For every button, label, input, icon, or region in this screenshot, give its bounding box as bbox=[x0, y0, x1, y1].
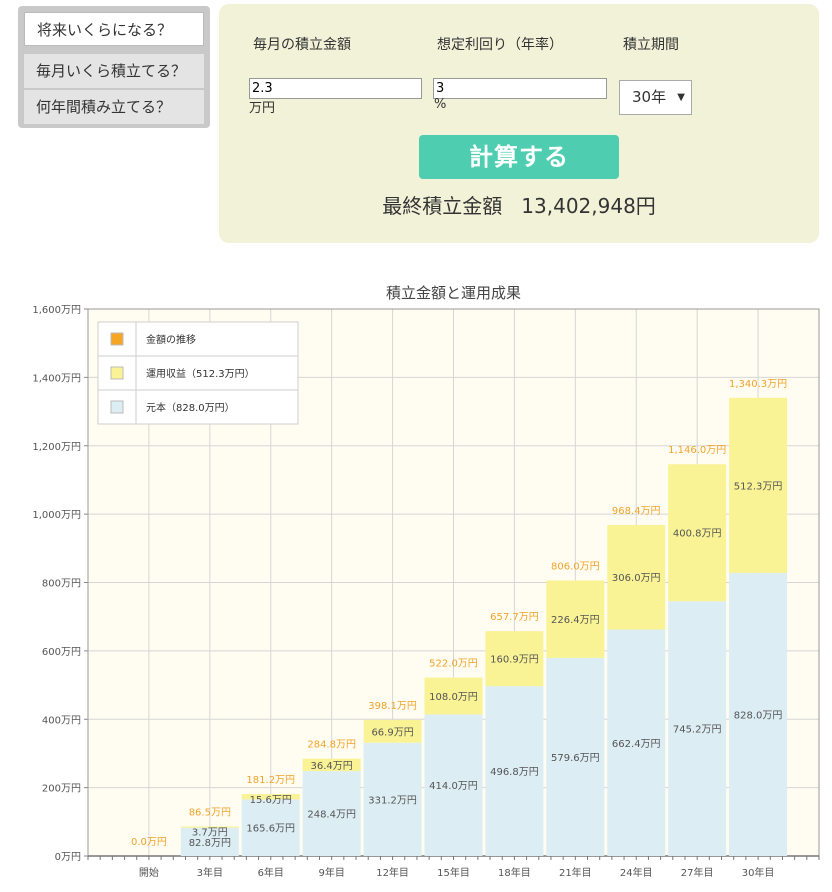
gain-bar bbox=[180, 826, 239, 828]
y-tick-label: 800万円 bbox=[42, 579, 81, 590]
total-data-label: 0.0万円 bbox=[131, 837, 167, 848]
gain-bar bbox=[424, 677, 483, 715]
gain-bar bbox=[668, 464, 727, 602]
gain-data-label: 36.4万円 bbox=[311, 761, 353, 772]
x-tick-label: 30年目 bbox=[742, 866, 775, 879]
y-tick-label: 1,400万円 bbox=[32, 373, 81, 384]
principal-bar bbox=[729, 572, 788, 856]
gain-data-label: 108.0万円 bbox=[429, 692, 478, 703]
principal-bar bbox=[363, 742, 422, 856]
gain-data-label: 3.7万円 bbox=[192, 827, 228, 838]
legend-swatch-principal bbox=[110, 400, 124, 414]
principal-bar bbox=[668, 601, 727, 856]
principal-data-label: 579.6万円 bbox=[551, 753, 600, 764]
rate-label: 想定利回り（年率） bbox=[437, 37, 563, 53]
principal-data-label: 662.4万円 bbox=[612, 739, 661, 750]
principal-data-label: 414.0万円 bbox=[429, 781, 478, 792]
final-amount: 最終積立金額 13,402,948円 bbox=[219, 190, 819, 219]
gain-bar bbox=[302, 758, 361, 772]
mode-tabs: 将来いくらになる？ 毎月いくら積立てる？ 何年間積み立てる？ bbox=[18, 6, 210, 128]
legend-swatch-trend bbox=[110, 332, 124, 346]
legend-label: 金額の推移 bbox=[146, 333, 196, 346]
legend-box bbox=[97, 321, 299, 425]
total-data-label: 522.0万円 bbox=[429, 659, 478, 670]
y-tick-label: 1,200万円 bbox=[32, 442, 81, 453]
total-data-label: 181.2万円 bbox=[246, 775, 295, 786]
gain-data-label: 306.0万円 bbox=[612, 573, 661, 584]
principal-data-label: 248.4万円 bbox=[307, 810, 356, 821]
gain-data-label: 512.3万円 bbox=[734, 481, 783, 492]
principal-data-label: 165.6万円 bbox=[246, 824, 295, 835]
y-tick-label: 400万円 bbox=[42, 715, 81, 726]
monthly-amount-input[interactable] bbox=[249, 78, 422, 99]
y-tick-label: 600万円 bbox=[42, 647, 81, 658]
period-label: 積立期間 bbox=[623, 37, 679, 53]
tab-years[interactable]: 何年間積み立てる？ bbox=[24, 90, 204, 124]
gain-bar bbox=[485, 631, 544, 687]
y-tick-label: 200万円 bbox=[42, 784, 81, 795]
legend-label: 運用収益（512.3万円） bbox=[146, 367, 255, 380]
gain-data-label: 15.6万円 bbox=[250, 795, 292, 806]
x-tick-label: 3年目 bbox=[197, 866, 223, 879]
x-tick-label: 6年目 bbox=[258, 866, 284, 879]
gain-data-label: 160.9万円 bbox=[490, 655, 539, 666]
total-data-label: 806.0万円 bbox=[551, 561, 600, 572]
gain-bar bbox=[729, 397, 788, 573]
x-tick-label: 18年目 bbox=[498, 866, 531, 879]
principal-bar bbox=[241, 799, 300, 856]
period-select-value: 30年 bbox=[632, 88, 667, 106]
monthly-unit: 万円 bbox=[249, 101, 276, 116]
calculate-button[interactable]: 計算する bbox=[419, 135, 619, 179]
principal-bar bbox=[424, 714, 483, 856]
principal-bar bbox=[302, 771, 361, 856]
gain-bar bbox=[546, 580, 605, 658]
x-tick-label: 9年目 bbox=[318, 866, 344, 879]
rate-unit: % bbox=[434, 97, 447, 112]
principal-bar bbox=[607, 629, 666, 856]
legend-swatch-gain bbox=[110, 366, 124, 380]
x-tick-label: 21年目 bbox=[559, 866, 592, 879]
y-tick-label: 0万円 bbox=[55, 852, 81, 863]
tab-monthly-amount[interactable]: 毎月いくら積立てる？ bbox=[24, 54, 204, 88]
monthly-amount-label: 毎月の積立金額 bbox=[253, 37, 351, 53]
savings-chart: 積立金額と運用成果 0万円 200万円 400万円 600万円 800万円 1,000万円 1… bbox=[32, 284, 820, 879]
rate-input[interactable] bbox=[433, 78, 607, 99]
gain-bar bbox=[607, 524, 666, 630]
dropdown-arrow-icon: ▼ bbox=[677, 92, 685, 103]
y-tick-label: 1,000万円 bbox=[32, 510, 81, 521]
principal-data-label: 828.0万円 bbox=[734, 710, 783, 721]
final-amount-label: 最終積立金額 bbox=[382, 194, 503, 218]
gain-bar bbox=[363, 719, 422, 743]
principal-data-label: 496.8万円 bbox=[490, 767, 539, 778]
y-tick-label: 1,600万円 bbox=[32, 305, 81, 316]
total-data-label: 657.7万円 bbox=[490, 612, 539, 623]
x-tick-label: 27年目 bbox=[681, 866, 714, 879]
total-data-label: 1,146.0万円 bbox=[668, 445, 726, 456]
x-tick-label: 12年目 bbox=[376, 866, 409, 879]
gain-data-label: 226.4万円 bbox=[551, 615, 600, 626]
period-select[interactable]: 30年 ▼ bbox=[619, 80, 692, 115]
x-tick-label: 24年目 bbox=[620, 866, 653, 879]
total-data-label: 398.1万円 bbox=[368, 701, 417, 712]
gain-data-label: 400.8万円 bbox=[673, 529, 722, 540]
tab-future-value[interactable]: 将来いくらになる？ bbox=[24, 12, 204, 46]
principal-bar bbox=[546, 657, 605, 856]
final-amount-value: 13,402,948円 bbox=[521, 194, 656, 218]
total-data-label: 86.5万円 bbox=[189, 807, 231, 818]
total-data-label: 1,340.3万円 bbox=[729, 379, 787, 390]
x-tick-label: 開始 bbox=[139, 866, 159, 879]
x-tick-label: 15年目 bbox=[437, 866, 470, 879]
principal-bar bbox=[180, 827, 239, 856]
legend-label: 元本（828.0万円） bbox=[146, 401, 235, 414]
principal-bar bbox=[485, 686, 544, 856]
gain-data-label: 66.9万円 bbox=[371, 727, 413, 738]
principal-data-label: 82.8万円 bbox=[189, 838, 231, 849]
chart-title: 積立金額と運用成果 bbox=[386, 284, 521, 302]
gain-bar bbox=[241, 794, 300, 800]
principal-data-label: 745.2万円 bbox=[673, 725, 722, 736]
total-data-label: 968.4万円 bbox=[612, 506, 661, 517]
calculator-panel: 毎月の積立金額 想定利回り（年率） 積立期間 万円 % 30年 ▼ 計算する 最… bbox=[219, 4, 819, 243]
principal-data-label: 331.2万円 bbox=[368, 795, 417, 806]
total-data-label: 284.8万円 bbox=[307, 740, 356, 751]
